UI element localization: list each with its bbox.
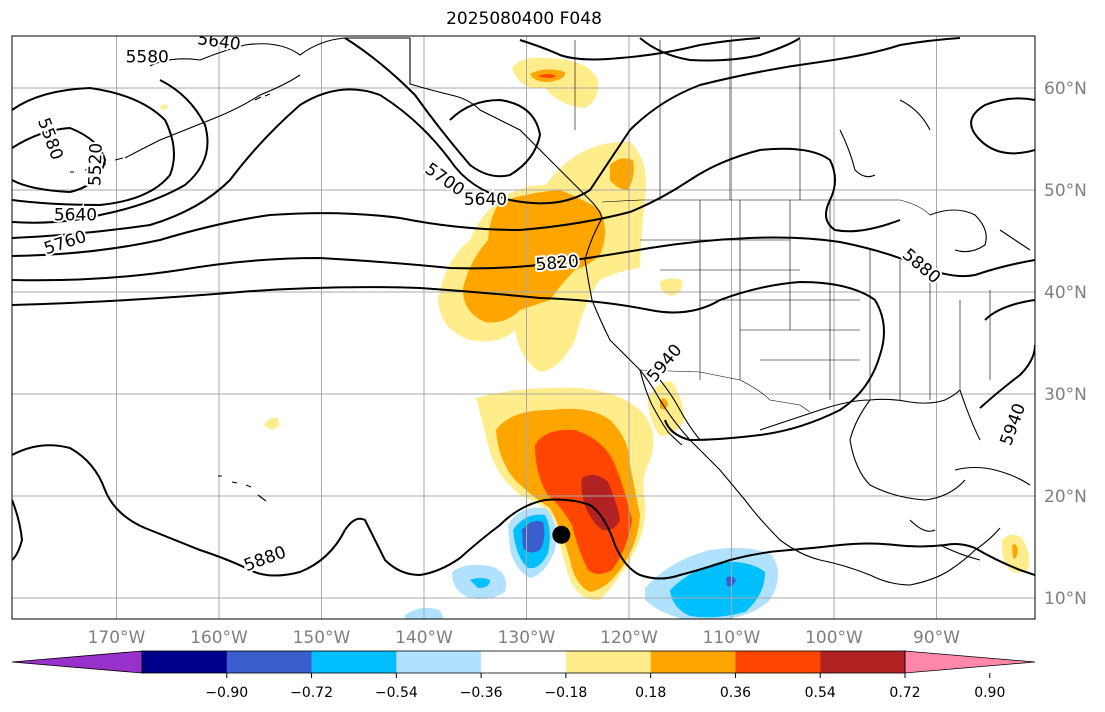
lat-tick-label: 20°N — [1044, 487, 1087, 507]
anomaly-light-yellow — [160, 104, 168, 110]
border-us-canada — [601, 199, 931, 216]
contour-5760 — [12, 97, 1035, 257]
anomaly-sky-blue — [470, 578, 490, 588]
colorbar-tick-label: 0.54 — [805, 685, 836, 701]
lat-tick-label: 60°N — [1044, 79, 1087, 99]
colorbar-segment — [820, 651, 906, 673]
lat-tick-label: 10°N — [1044, 589, 1087, 609]
anomaly-orange — [610, 158, 634, 190]
colorbar-tick-label: 0.36 — [720, 685, 751, 701]
anomaly-orange — [462, 190, 605, 323]
colorbar-tick-label: −0.18 — [544, 685, 587, 701]
colorbar-segment — [142, 651, 228, 673]
lon-tick-label: 130°W — [498, 628, 556, 648]
anomaly-blue — [522, 521, 545, 553]
contour-5520 — [12, 126, 107, 194]
colorbar-tick-label: 0.90 — [974, 685, 1005, 701]
lat-tick-label: 50°N — [1044, 181, 1087, 201]
anomaly-light-yellow — [512, 57, 599, 108]
colorbar-tick-label: −0.36 — [460, 685, 503, 701]
contour-5820 — [12, 236, 1035, 282]
border-canada-internal — [574, 40, 801, 200]
lon-tick-label: 170°W — [88, 628, 146, 648]
lon-tick-label: 90°W — [913, 628, 960, 648]
anomaly-sky-blue — [670, 561, 765, 618]
contour-label: 5820 — [535, 252, 580, 276]
lon-tick-label: 140°W — [395, 628, 453, 648]
anomaly-red — [538, 74, 556, 78]
contour-5640-east — [344, 37, 761, 178]
coastline-west-coast — [584, 217, 1001, 586]
contour-5880-west-edge — [12, 499, 24, 561]
contour-5580-east — [639, 37, 801, 62]
colorbar-tick-label: −0.72 — [290, 685, 333, 701]
colorbar-extend-low — [11, 650, 143, 674]
map-frame — [11, 35, 1036, 620]
colorbar-outline — [141, 650, 906, 674]
contour-label: 5640 — [54, 206, 97, 226]
anomaly-orange — [660, 398, 668, 410]
colorbar-tick-label: 0.72 — [889, 685, 920, 701]
contour-5640-west — [12, 79, 209, 224]
colorbar-extend-high — [904, 650, 1036, 674]
lon-tick-label: 150°W — [293, 628, 351, 648]
anomaly-orange — [1012, 544, 1018, 559]
contour-5700 — [12, 37, 961, 239]
contour-label: 5580 — [126, 47, 169, 67]
contour-5880-north — [12, 280, 1035, 442]
storm-center-marker — [552, 525, 571, 544]
coastline-hudson-bay — [839, 99, 931, 178]
colorbar-segment — [650, 651, 736, 673]
anomaly-red — [535, 429, 632, 574]
contour-5880-south — [12, 444, 1035, 580]
colorbar-segment — [226, 651, 313, 673]
coastline-baja — [639, 369, 701, 446]
height-contours — [12, 37, 1035, 580]
border-us-mexico — [639, 369, 811, 413]
coastline-hawaii — [218, 475, 267, 502]
coastline-alaska — [149, 37, 603, 219]
coastline-alaska-peninsula — [124, 74, 301, 159]
coastline-cuba — [954, 466, 1031, 486]
coastline-yucatan — [909, 519, 981, 561]
colorbar-tick-label: −0.54 — [375, 685, 418, 701]
lat-tick-label: 30°N — [1044, 385, 1087, 405]
colorbar-segment — [735, 651, 821, 673]
colorbar-segment — [481, 651, 567, 673]
anomaly-dark-red — [581, 474, 620, 531]
anomaly-light-yellow — [264, 417, 280, 430]
colorbar-segment — [565, 651, 652, 673]
coastline-great-lakes — [929, 209, 1031, 253]
lon-tick-label: 100°W — [805, 628, 863, 648]
longitude-labels: 170°W 160°W 150°W 140°W 130°W 120°W 110°W 100°W… — [88, 628, 961, 648]
contour-label: 5640 — [464, 190, 507, 210]
contour-5580-west — [12, 86, 175, 207]
coastline-gulf-of-mexico — [759, 389, 981, 501]
colorbar-tick-labels: −0.90 −0.72 −0.54 −0.36 −0.18 0.18 0.36 0.54 0.7… — [205, 685, 1005, 701]
contour-5940-east — [979, 344, 1035, 409]
latitude-labels: 60°N 50°N 40°N 30°N 20°N 10°N — [1044, 79, 1087, 609]
lon-tick-label: 120°W — [600, 628, 658, 648]
colorbar-tick-label: 0.18 — [635, 685, 666, 701]
colorbar-segment — [311, 651, 397, 673]
lat-tick-label: 40°N — [1044, 283, 1087, 303]
lon-tick-label: 110°W — [703, 628, 761, 648]
chart-title: 2025080400 F048 — [446, 9, 602, 29]
colorbar — [11, 650, 1036, 678]
lon-tick-label: 160°W — [190, 628, 248, 648]
colorbar-segment — [396, 651, 482, 673]
contour-label: 5520 — [85, 143, 106, 187]
colorbar-tick-label: −0.90 — [205, 685, 248, 701]
